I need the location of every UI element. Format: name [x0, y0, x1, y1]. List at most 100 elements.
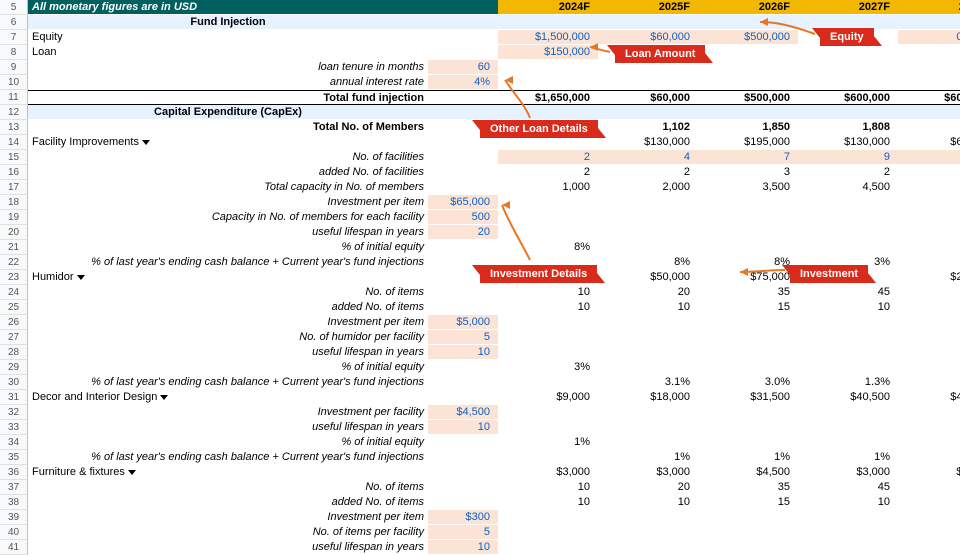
- cell-value[interactable]: 7: [698, 150, 798, 165]
- cell-value[interactable]: 10: [898, 150, 960, 165]
- cell-value[interactable]: [798, 360, 898, 375]
- cell-value[interactable]: 8%: [498, 240, 598, 255]
- cell-value[interactable]: 10: [428, 540, 498, 555]
- cell-value[interactable]: [598, 540, 698, 555]
- cell-value[interactable]: 45: [798, 285, 898, 300]
- cell-value[interactable]: [898, 360, 960, 375]
- cell-value[interactable]: 4,500: [798, 180, 898, 195]
- cell-value[interactable]: [698, 435, 798, 450]
- cell-value[interactable]: [598, 405, 698, 420]
- cell-value[interactable]: [798, 525, 898, 540]
- cell-value[interactable]: [498, 225, 598, 240]
- cell-value[interactable]: 5: [898, 495, 960, 510]
- cell-value[interactable]: [428, 375, 498, 390]
- cell-value[interactable]: 3.1%: [598, 375, 698, 390]
- cell-value[interactable]: 5: [428, 330, 498, 345]
- cell-value[interactable]: [598, 210, 698, 225]
- cell-value[interactable]: 8%: [598, 255, 698, 270]
- cell-value[interactable]: [898, 45, 960, 60]
- cell-value[interactable]: [898, 225, 960, 240]
- cell-value[interactable]: 10: [598, 300, 698, 315]
- cell-value[interactable]: [428, 150, 498, 165]
- cell-value[interactable]: [498, 75, 598, 90]
- cell-value[interactable]: $3,000: [798, 465, 898, 480]
- cell-value[interactable]: 45: [798, 480, 898, 495]
- cell-value[interactable]: $150,000: [498, 45, 598, 60]
- cell-value[interactable]: [428, 240, 498, 255]
- cell-value[interactable]: [498, 540, 598, 555]
- cell-value[interactable]: [428, 450, 498, 465]
- cell-value[interactable]: 1,000: [498, 180, 598, 195]
- cell-value[interactable]: $1,500: [898, 465, 960, 480]
- cell-value[interactable]: [898, 540, 960, 555]
- cell-value[interactable]: $65,000: [898, 135, 960, 150]
- cell-value[interactable]: $45,000: [898, 390, 960, 405]
- cell-value[interactable]: [798, 420, 898, 435]
- cell-value[interactable]: [428, 30, 498, 45]
- cell-value[interactable]: 20: [598, 285, 698, 300]
- cell-value[interactable]: [598, 315, 698, 330]
- cell-value[interactable]: [798, 330, 898, 345]
- cell-value[interactable]: [698, 540, 798, 555]
- cell-value[interactable]: [898, 75, 960, 90]
- cell-value[interactable]: [498, 525, 598, 540]
- cell-value[interactable]: [428, 45, 498, 60]
- cell-value[interactable]: [598, 435, 698, 450]
- cell-value[interactable]: [798, 195, 898, 210]
- cell-value[interactable]: 15: [698, 300, 798, 315]
- cell-value[interactable]: [598, 420, 698, 435]
- cell-value[interactable]: [798, 75, 898, 90]
- cell-value[interactable]: [698, 195, 798, 210]
- cell-value[interactable]: [598, 345, 698, 360]
- cell-value[interactable]: [428, 495, 498, 510]
- cell-value[interactable]: [898, 60, 960, 75]
- cell-value[interactable]: [428, 465, 498, 480]
- cell-value[interactable]: 2: [498, 165, 598, 180]
- cell-value[interactable]: [698, 330, 798, 345]
- cell-value[interactable]: 500: [428, 210, 498, 225]
- cell-value[interactable]: $50,000: [598, 270, 698, 285]
- cell-value[interactable]: 10: [498, 285, 598, 300]
- cell-value[interactable]: [698, 315, 798, 330]
- cell-value[interactable]: [498, 210, 598, 225]
- cell-value[interactable]: [598, 510, 698, 525]
- cell-value[interactable]: $500,000: [698, 30, 798, 45]
- cell-value[interactable]: 1%: [598, 450, 698, 465]
- cell-value[interactable]: [798, 225, 898, 240]
- cell-value[interactable]: 20: [598, 480, 698, 495]
- cell-value[interactable]: [798, 210, 898, 225]
- cell-value[interactable]: [798, 345, 898, 360]
- cell-value[interactable]: 10: [428, 420, 498, 435]
- cell-value[interactable]: $40,500: [798, 390, 898, 405]
- cell-value[interactable]: [798, 435, 898, 450]
- cell-value[interactable]: [498, 60, 598, 75]
- cell-value[interactable]: [498, 420, 598, 435]
- cell-value[interactable]: [428, 90, 498, 105]
- cell-value[interactable]: [798, 540, 898, 555]
- cell-value[interactable]: 0.5%: [898, 375, 960, 390]
- cell-value[interactable]: 1,808: [798, 120, 898, 135]
- cell-value[interactable]: $600,000: [898, 90, 960, 105]
- cell-value[interactable]: 50: [898, 480, 960, 495]
- cell-value[interactable]: [898, 405, 960, 420]
- cell-value[interactable]: 5: [428, 525, 498, 540]
- cell-value[interactable]: [898, 240, 960, 255]
- cell-value[interactable]: $500,000: [698, 90, 798, 105]
- cell-value[interactable]: [898, 510, 960, 525]
- cell-value[interactable]: [798, 405, 898, 420]
- cell-value[interactable]: 1%: [898, 450, 960, 465]
- cell-value[interactable]: 60: [428, 60, 498, 75]
- cell-value[interactable]: $4,500: [428, 405, 498, 420]
- cell-value[interactable]: [698, 510, 798, 525]
- cell-value[interactable]: [428, 300, 498, 315]
- cell-value[interactable]: $130,000: [798, 135, 898, 150]
- cell-value[interactable]: [428, 285, 498, 300]
- cell-value[interactable]: [798, 510, 898, 525]
- cell-value[interactable]: 35: [698, 480, 798, 495]
- cell-value[interactable]: 10: [498, 495, 598, 510]
- cell-value[interactable]: $31,500: [698, 390, 798, 405]
- cell-value[interactable]: [498, 315, 598, 330]
- cell-value[interactable]: 4%: [428, 75, 498, 90]
- cell-value[interactable]: [898, 315, 960, 330]
- cell-value[interactable]: 4: [598, 150, 698, 165]
